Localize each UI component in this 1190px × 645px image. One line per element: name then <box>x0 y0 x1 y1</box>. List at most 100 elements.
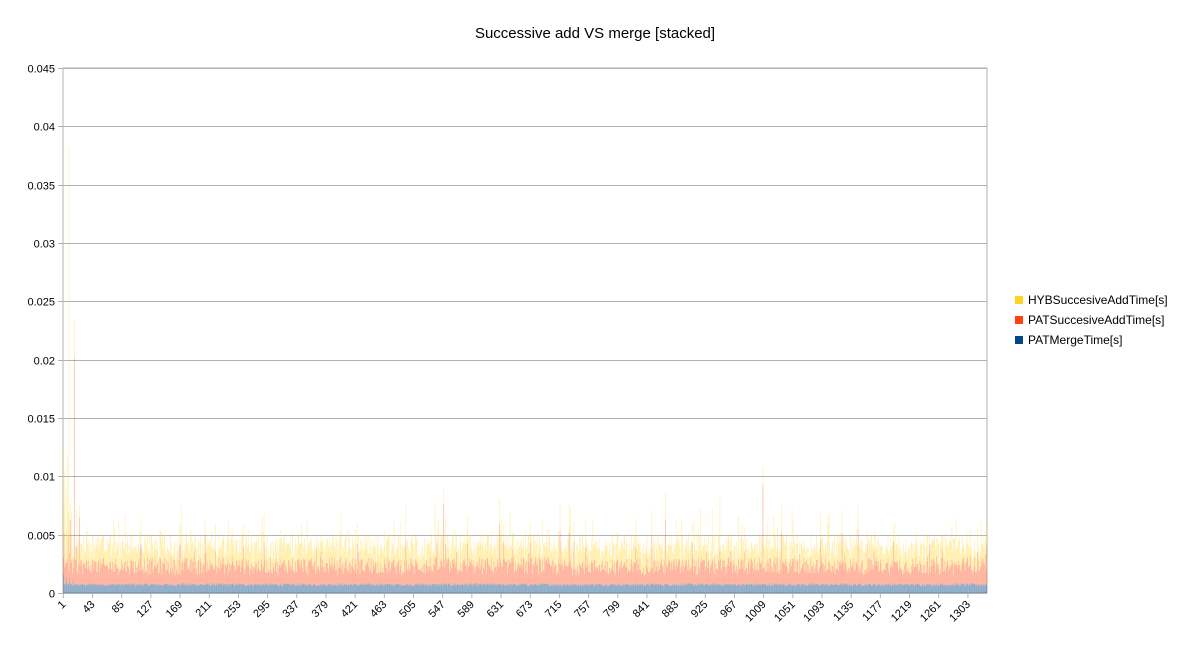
bar-PATMergeTime[s] <box>630 584 632 593</box>
bar-HYBSuccesiveAddTime[s] <box>885 547 887 564</box>
bar-PATMergeTime[s] <box>702 583 703 593</box>
bar-PATMergeTime[s] <box>445 583 447 593</box>
bar-PATSuccesiveAddTime[s] <box>253 567 255 586</box>
bar-PATSuccesiveAddTime[s] <box>421 566 423 586</box>
bar-PATSuccesiveAddTime[s] <box>702 560 703 584</box>
bar-HYBSuccesiveAddTime[s] <box>126 554 127 572</box>
bar-PATSuccesiveAddTime[s] <box>267 569 269 586</box>
bar-PATMergeTime[s] <box>600 583 601 593</box>
bar-HYBSuccesiveAddTime[s] <box>613 544 614 571</box>
bar-HYBSuccesiveAddTime[s] <box>800 543 802 569</box>
bar-HYBSuccesiveAddTime[s] <box>141 549 143 571</box>
bar-PATSuccesiveAddTime[s] <box>390 562 392 584</box>
bar-HYBSuccesiveAddTime[s] <box>925 546 927 573</box>
bar-HYBSuccesiveAddTime[s] <box>859 544 860 569</box>
bar-HYBSuccesiveAddTime[s] <box>185 544 186 560</box>
legend-swatch <box>1015 296 1023 304</box>
bar-PATSuccesiveAddTime[s] <box>231 565 232 584</box>
bar-PATSuccesiveAddTime[s] <box>99 571 100 585</box>
bar-PATSuccesiveAddTime[s] <box>825 558 826 585</box>
bar-HYBSuccesiveAddTime[s] <box>666 546 667 565</box>
bar-PATSuccesiveAddTime[s] <box>568 532 570 586</box>
bar-HYBSuccesiveAddTime[s] <box>672 553 673 570</box>
bar-PATMergeTime[s] <box>680 583 682 593</box>
bar-PATSuccesiveAddTime[s] <box>883 569 885 586</box>
bar-PATSuccesiveAddTime[s] <box>196 568 198 584</box>
bar-HYBSuccesiveAddTime[s] <box>747 556 749 574</box>
bar-PATMergeTime[s] <box>462 583 464 593</box>
bar-PATSuccesiveAddTime[s] <box>154 557 156 585</box>
bar-PATSuccesiveAddTime[s] <box>914 566 915 586</box>
bar-HYBSuccesiveAddTime[s] <box>669 531 671 561</box>
bar-PATSuccesiveAddTime[s] <box>445 543 446 585</box>
bar-HYBSuccesiveAddTime[s] <box>950 542 952 566</box>
bar-HYBSuccesiveAddTime[s] <box>148 552 150 565</box>
bar-PATSuccesiveAddTime[s] <box>313 569 314 585</box>
bar-PATMergeTime[s] <box>749 584 751 593</box>
bar-PATMergeTime[s] <box>770 586 772 593</box>
bar-PATSuccesiveAddTime[s] <box>374 568 375 586</box>
bar-PATSuccesiveAddTime[s] <box>493 574 494 586</box>
bar-PATSuccesiveAddTime[s] <box>661 566 663 586</box>
bar-HYBSuccesiveAddTime[s] <box>646 535 648 558</box>
bar-HYBSuccesiveAddTime[s] <box>834 533 835 562</box>
bar-HYBSuccesiveAddTime[s] <box>820 513 821 541</box>
bar-PATMergeTime[s] <box>823 585 825 593</box>
bar-PATSuccesiveAddTime[s] <box>81 565 83 584</box>
bar-HYBSuccesiveAddTime[s] <box>588 550 589 572</box>
bar-PATMergeTime[s] <box>700 584 702 593</box>
bar-PATMergeTime[s] <box>192 583 193 593</box>
bar-HYBSuccesiveAddTime[s] <box>792 547 794 560</box>
bar-HYBSuccesiveAddTime[s] <box>575 562 577 576</box>
bar-PATMergeTime[s] <box>94 584 96 593</box>
bar-HYBSuccesiveAddTime[s] <box>684 544 686 561</box>
bar-HYBSuccesiveAddTime[s] <box>736 559 738 574</box>
bar-PATMergeTime[s] <box>381 583 382 593</box>
bar-PATMergeTime[s] <box>674 583 676 593</box>
bar-PATSuccesiveAddTime[s] <box>187 568 189 584</box>
bar-HYBSuccesiveAddTime[s] <box>698 538 700 571</box>
bar-PATSuccesiveAddTime[s] <box>551 564 553 586</box>
bar-PATMergeTime[s] <box>954 585 956 593</box>
bar-HYBSuccesiveAddTime[s] <box>764 549 766 573</box>
bar-PATSuccesiveAddTime[s] <box>381 572 383 585</box>
bar-PATMergeTime[s] <box>534 583 535 593</box>
bar-PATSuccesiveAddTime[s] <box>549 563 551 587</box>
bar-PATMergeTime[s] <box>140 583 141 593</box>
bar-HYBSuccesiveAddTime[s] <box>363 547 364 571</box>
bar-PATMergeTime[s] <box>583 585 585 593</box>
bar-PATSuccesiveAddTime[s] <box>971 568 973 584</box>
bar-HYBSuccesiveAddTime[s] <box>825 553 827 573</box>
bar-PATMergeTime[s] <box>616 585 617 593</box>
bar-PATSuccesiveAddTime[s] <box>340 566 342 584</box>
bar-HYBSuccesiveAddTime[s] <box>965 551 967 564</box>
bar-PATMergeTime[s] <box>115 584 116 593</box>
bar-HYBSuccesiveAddTime[s] <box>627 555 629 570</box>
bar-PATMergeTime[s] <box>106 586 108 593</box>
bar-HYBSuccesiveAddTime[s] <box>712 535 714 562</box>
bar-HYBSuccesiveAddTime[s] <box>812 554 814 574</box>
bar-HYBSuccesiveAddTime[s] <box>850 533 851 560</box>
bar-PATMergeTime[s] <box>809 585 811 593</box>
bar-PATSuccesiveAddTime[s] <box>184 557 186 584</box>
bar-PATMergeTime[s] <box>702 585 704 593</box>
bar-PATSuccesiveAddTime[s] <box>215 565 217 586</box>
bar-HYBSuccesiveAddTime[s] <box>700 509 701 562</box>
bar-PATSuccesiveAddTime[s] <box>518 561 519 585</box>
bar-HYBSuccesiveAddTime[s] <box>238 552 239 566</box>
bar-PATSuccesiveAddTime[s] <box>804 569 805 586</box>
bar-PATMergeTime[s] <box>757 585 758 593</box>
bar-PATMergeTime[s] <box>729 585 731 593</box>
bar-PATSuccesiveAddTime[s] <box>733 560 735 584</box>
bar-HYBSuccesiveAddTime[s] <box>154 542 155 566</box>
bar-PATMergeTime[s] <box>920 585 921 593</box>
bar-PATSuccesiveAddTime[s] <box>272 573 273 585</box>
bar-PATSuccesiveAddTime[s] <box>265 572 266 584</box>
bar-PATSuccesiveAddTime[s] <box>803 557 805 585</box>
bar-PATMergeTime[s] <box>522 584 524 593</box>
bar-HYBSuccesiveAddTime[s] <box>880 547 881 560</box>
bar-HYBSuccesiveAddTime[s] <box>893 526 894 543</box>
bar-HYBSuccesiveAddTime[s] <box>67 457 68 559</box>
bar-HYBSuccesiveAddTime[s] <box>70 534 72 563</box>
bar-PATSuccesiveAddTime[s] <box>206 561 208 584</box>
